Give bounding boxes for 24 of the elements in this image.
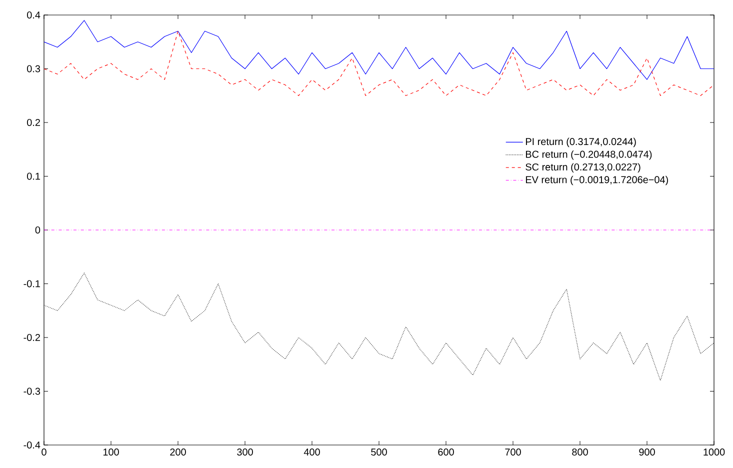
x-tick-label: 900 [639, 448, 655, 456]
x-tick-label: 300 [237, 448, 253, 456]
x-tick-label: 1000 [704, 448, 725, 456]
x-tick-label: 800 [572, 448, 588, 456]
x-tick-label: 100 [103, 448, 119, 456]
x-tick-label: 600 [438, 448, 454, 456]
x-tick-label: 0 [42, 448, 46, 456]
x-tick-label: 700 [505, 448, 521, 456]
legend-label: EV return (−0.0019,1.7206e−04) [526, 176, 668, 186]
y-tick-label: 0.3 [27, 65, 40, 72]
legend-label: BC return (−0.20448,0.0474) [526, 150, 652, 160]
y-tick-label: -0.3 [24, 388, 40, 395]
legend-label: SC return (0.2713,0.0227) [526, 163, 640, 172]
x-tick-label: 500 [371, 448, 387, 456]
y-tick-label: 0 [35, 226, 40, 234]
x-tick-label: 400 [304, 448, 320, 456]
y-tick-label: 0.4 [27, 11, 40, 19]
legend-label: PI return (0.3174,0.0244) [526, 138, 636, 148]
x-tick-label: 200 [170, 448, 186, 456]
y-tick-label: 0.1 [27, 172, 40, 180]
y-tick-label: -0.1 [24, 280, 40, 288]
y-tick-label: -0.2 [24, 334, 40, 342]
y-tick-label: 0.2 [27, 118, 40, 126]
y-tick-label: -0.4 [24, 441, 40, 449]
